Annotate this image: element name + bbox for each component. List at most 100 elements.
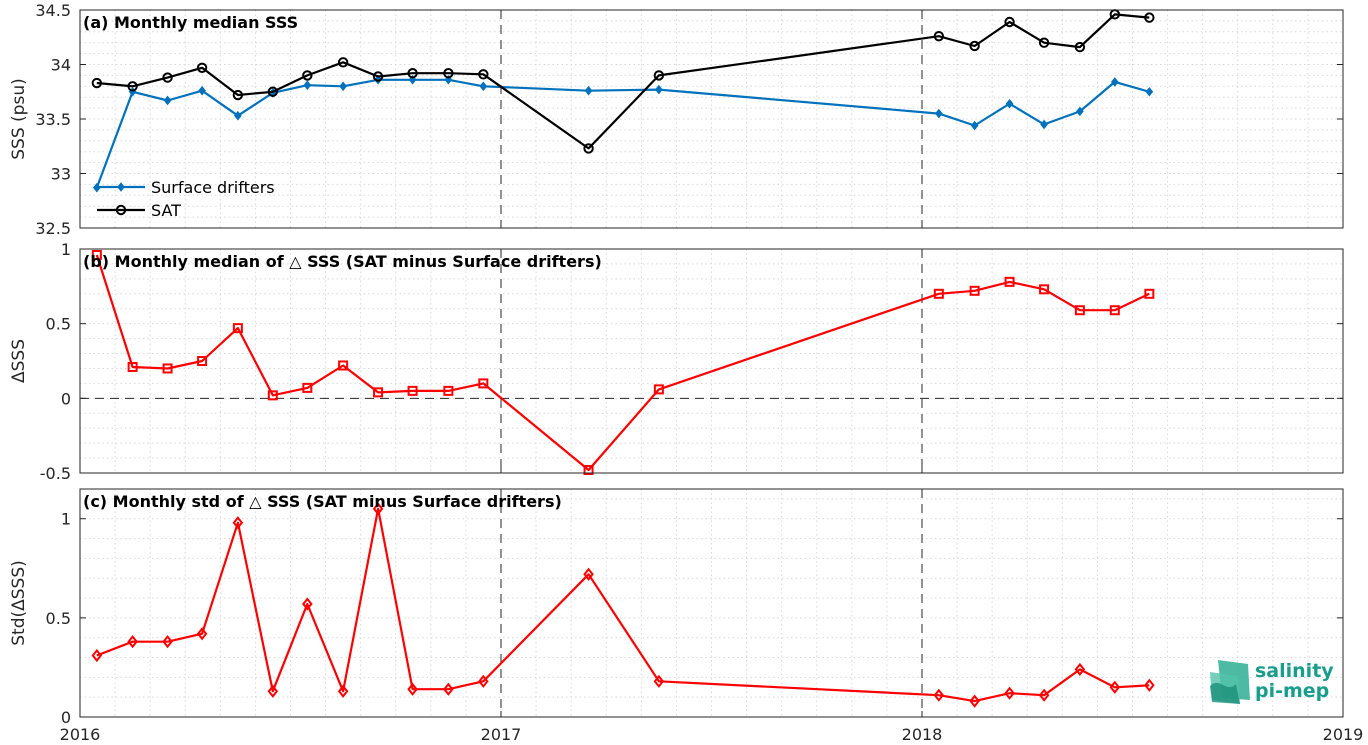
legend-entry: SAT <box>151 201 181 220</box>
data-point <box>198 85 206 96</box>
panel-2: -0.5 0 0.5 1 ΔSSS (b) Monthly median of △ SSS… <box>9 240 1344 483</box>
data-point <box>127 81 138 92</box>
data-point <box>303 80 312 91</box>
data-point <box>443 68 454 79</box>
data-point <box>933 30 945 42</box>
data-point <box>443 682 454 696</box>
legend-marker <box>117 182 125 192</box>
y-tick-label: 33.5 <box>35 110 71 129</box>
data-point <box>267 390 278 401</box>
data-point <box>969 285 980 296</box>
panel-1: 32.5 33 33.5 34 34.5 SSS (psu) (a) Monthly med… <box>9 1 1344 238</box>
y-tick-label: 1 <box>61 510 71 529</box>
y-axis-label: Std(ΔSSS) <box>9 560 29 646</box>
x-tick-label: 2017 <box>481 725 522 744</box>
y-axis-label: ΔSSS <box>9 339 29 383</box>
data-point <box>91 77 103 89</box>
data-point <box>302 382 313 393</box>
data-point <box>478 69 489 80</box>
logo-wave-icon <box>1210 660 1250 704</box>
panel-title: (b) Monthly median of △ SSS (SAT minus S… <box>83 252 602 271</box>
data-point <box>1038 688 1050 702</box>
data-point <box>232 516 244 530</box>
data-point <box>407 682 418 696</box>
data-point <box>234 110 242 121</box>
data-point <box>933 688 945 702</box>
axes-frame <box>79 488 1344 718</box>
data-point <box>1004 686 1015 700</box>
data-point <box>1039 284 1050 295</box>
data-point <box>232 323 243 334</box>
data-point <box>1040 119 1048 130</box>
data-point <box>584 85 593 96</box>
data-point <box>583 465 594 476</box>
y-axis-label: SSS (psu) <box>9 78 29 159</box>
data-point <box>653 384 664 395</box>
data-point <box>372 71 384 82</box>
data-point <box>196 62 208 73</box>
x-tick-label: 2018 <box>902 725 943 744</box>
data-point <box>969 40 980 52</box>
logo-text-salinity: salinity <box>1255 660 1334 682</box>
y-tick-label: 1 <box>61 240 71 259</box>
data-point <box>162 635 173 649</box>
series-line-2 <box>96 13 1150 150</box>
data-point <box>162 363 173 374</box>
panel-title: (a) Monthly median SSS <box>83 13 298 32</box>
legend-entry: Surface drifters <box>151 178 275 197</box>
data-point <box>1109 305 1120 316</box>
data-point <box>1074 305 1085 316</box>
data-point <box>1076 106 1084 117</box>
axes-frame <box>79 248 1344 474</box>
salinity-pi-mep-logo: salinity pi-mep <box>1210 660 1334 704</box>
data-point <box>1038 37 1050 48</box>
data-point <box>1144 288 1155 299</box>
data-point <box>479 81 488 92</box>
y-tick-label: 33 <box>51 165 71 184</box>
data-point <box>933 288 944 299</box>
legend-marker <box>115 204 127 216</box>
data-point <box>1005 98 1014 109</box>
y-tick-label: 0 <box>61 708 71 727</box>
data-point <box>162 72 173 83</box>
data-point <box>163 95 172 106</box>
y-tick-label: 0.5 <box>46 609 71 628</box>
data-point <box>1110 77 1119 87</box>
data-point <box>653 70 665 81</box>
data-point <box>232 89 244 101</box>
data-point <box>197 356 208 366</box>
y-tick-label: 34.5 <box>35 1 71 20</box>
series-line-1 <box>96 507 1150 703</box>
data-point <box>127 361 138 372</box>
data-point <box>127 635 138 649</box>
data-point <box>267 684 279 698</box>
data-point <box>969 694 980 708</box>
panel-title: (c) Monthly std of △ SSS (SAT minus Surf… <box>83 492 562 511</box>
x-tick-label: 2016 <box>60 725 101 744</box>
y-tick-label: 34 <box>51 56 71 75</box>
data-point <box>372 502 384 516</box>
data-point <box>1145 86 1154 97</box>
data-point <box>443 385 454 396</box>
data-point <box>934 108 943 119</box>
y-tick-label: 32.5 <box>35 219 71 238</box>
data-point <box>1074 41 1086 53</box>
data-point <box>655 84 663 95</box>
y-tick-label: -0.5 <box>40 464 71 483</box>
data-point <box>970 120 979 131</box>
data-point <box>583 143 594 154</box>
data-point <box>407 385 418 396</box>
data-point <box>653 674 665 688</box>
data-point <box>339 81 347 92</box>
panel-3: 0 0.5 1 2016 2017 2018 2019 Std(ΔSSS) (c) Monthl… <box>9 488 1363 744</box>
data-point <box>302 70 313 81</box>
data-point <box>338 360 349 371</box>
data-point <box>337 57 349 68</box>
data-point <box>196 627 208 641</box>
data-point <box>302 597 313 611</box>
logo-text-pi-mep: pi-mep <box>1255 680 1329 702</box>
data-point <box>583 567 594 581</box>
data-point <box>1004 16 1015 28</box>
data-point <box>1109 680 1121 694</box>
